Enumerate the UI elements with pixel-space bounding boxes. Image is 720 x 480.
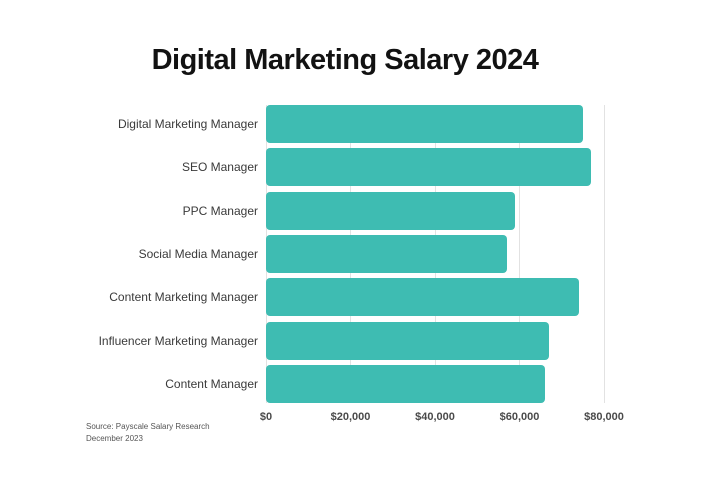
gridline-60000 bbox=[519, 105, 520, 403]
bar bbox=[266, 105, 583, 143]
category-label: SEO Manager bbox=[181, 160, 258, 175]
x-tick-label: $60,000 bbox=[499, 411, 540, 423]
category-label: Influencer Marketing Manager bbox=[98, 333, 258, 348]
x-axis-tick-labels: $0 $20,000 $40,000 $60,000 $80,000 bbox=[0, 411, 720, 427]
category-label: Content Manager bbox=[165, 376, 258, 391]
chart-title: Digital Marketing Salary 2024 bbox=[151, 44, 539, 76]
source-line-1: Source: Payscale Salary Research bbox=[86, 422, 210, 431]
x-tick-label: $20,000 bbox=[330, 411, 371, 423]
gridline-80000 bbox=[603, 105, 605, 403]
x-tick-label: $40,000 bbox=[415, 411, 455, 423]
category-label: Digital Marketing Manager bbox=[117, 117, 258, 131]
category-axis-labels: Digital Marketing Manager SEO Manager PPC … bbox=[0, 105, 258, 403]
source-line-2: December 2023 bbox=[86, 434, 143, 443]
x-tick-label: $0 bbox=[259, 411, 273, 423]
bar bbox=[266, 364, 545, 403]
bar bbox=[266, 191, 516, 230]
bar bbox=[266, 234, 507, 273]
category-label: Social Media Manager bbox=[138, 246, 258, 261]
category-label: PPC Manager bbox=[182, 203, 258, 218]
bar bbox=[266, 321, 550, 360]
source-note: Source: Payscale Salary Research Decembe… bbox=[86, 421, 210, 445]
bar bbox=[266, 278, 579, 317]
bar-series bbox=[266, 105, 604, 403]
bar bbox=[266, 148, 592, 187]
category-label: Content Marketing Manager bbox=[109, 290, 258, 305]
plot-area bbox=[265, 105, 605, 403]
x-tick-label: $80,000 bbox=[584, 411, 624, 423]
